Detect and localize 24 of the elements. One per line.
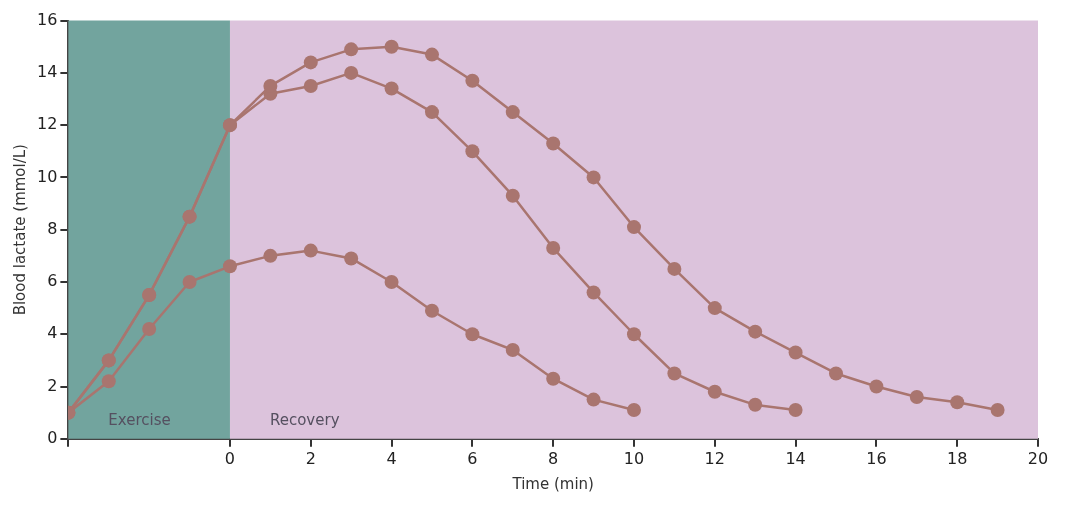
y-tick-label: 2 bbox=[47, 375, 58, 395]
band-label: Exercise bbox=[108, 411, 171, 430]
y-tick-label: 8 bbox=[47, 218, 58, 238]
x-tick-label: 14 bbox=[785, 448, 806, 468]
x-tick-label: 20 bbox=[1027, 448, 1049, 468]
x-tick-label: 10 bbox=[623, 448, 645, 468]
x-tick-label: 0 bbox=[224, 448, 236, 468]
x-tick-label: 6 bbox=[467, 448, 478, 468]
y-tick-label: 16 bbox=[37, 9, 58, 29]
y-tick-label: 14 bbox=[37, 62, 58, 82]
x-axis-title: Time (min) bbox=[511, 474, 594, 493]
y-tick-label: 4 bbox=[47, 323, 58, 343]
y-tick-label: 10 bbox=[37, 166, 58, 186]
x-tick-label: 8 bbox=[548, 448, 559, 468]
y-tick-label: 0 bbox=[47, 427, 58, 447]
x-tick-label: 12 bbox=[704, 448, 725, 468]
y-tick-label: 12 bbox=[37, 114, 58, 134]
x-tick-label: 16 bbox=[866, 448, 887, 468]
x-tick-label: 4 bbox=[386, 448, 397, 468]
band-label: Recovery bbox=[269, 411, 340, 430]
y-axis-title: Blood lactate (mmol/L) bbox=[10, 144, 29, 316]
x-tick-label: 2 bbox=[305, 448, 316, 468]
x-tick-label: 18 bbox=[947, 448, 968, 468]
y-tick-label: 6 bbox=[47, 271, 58, 291]
